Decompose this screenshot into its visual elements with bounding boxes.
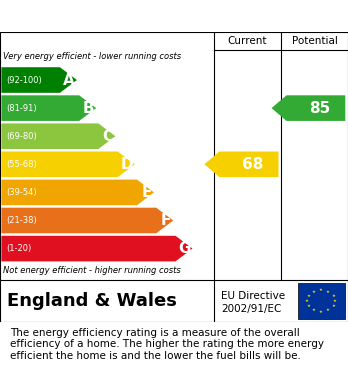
Text: Not energy efficient - higher running costs: Not energy efficient - higher running co… [3, 266, 181, 275]
Text: (1-20): (1-20) [6, 244, 32, 253]
Polygon shape [1, 208, 173, 233]
Text: The energy efficiency rating is a measure of the overall efficiency of a home. T: The energy efficiency rating is a measur… [10, 328, 324, 361]
Polygon shape [271, 95, 345, 121]
Text: E: E [142, 185, 152, 200]
Text: ★: ★ [312, 290, 316, 294]
Text: (92-100): (92-100) [6, 75, 42, 84]
Text: ★: ★ [331, 294, 335, 298]
Polygon shape [1, 179, 154, 205]
Text: England & Wales: England & Wales [7, 292, 177, 310]
Text: C: C [103, 129, 114, 144]
Text: ★: ★ [312, 308, 316, 312]
Polygon shape [1, 67, 77, 93]
Text: 2002/91/EC: 2002/91/EC [221, 305, 281, 314]
Text: ★: ★ [319, 310, 323, 314]
Text: A: A [63, 72, 75, 88]
Text: Current: Current [228, 36, 267, 46]
Polygon shape [1, 124, 116, 149]
Text: (21-38): (21-38) [6, 216, 37, 225]
Polygon shape [1, 95, 96, 121]
Text: (39-54): (39-54) [6, 188, 37, 197]
Text: Energy Efficiency Rating: Energy Efficiency Rating [10, 9, 232, 23]
Text: ★: ★ [307, 294, 311, 298]
Text: D: D [120, 157, 133, 172]
Text: (81-91): (81-91) [6, 104, 37, 113]
Polygon shape [1, 151, 135, 177]
Polygon shape [1, 236, 192, 262]
Text: B: B [83, 100, 94, 116]
Polygon shape [204, 151, 278, 177]
Bar [298, 283, 345, 319]
Text: ★: ★ [326, 290, 330, 294]
Text: (55-68): (55-68) [6, 160, 37, 169]
Text: ★: ★ [333, 299, 337, 303]
Text: ★: ★ [319, 289, 323, 292]
Text: (69-80): (69-80) [6, 132, 37, 141]
Text: ★: ★ [331, 304, 335, 308]
Text: ★: ★ [326, 308, 330, 312]
Text: G: G [178, 241, 191, 256]
Text: 68: 68 [242, 157, 263, 172]
Text: Very energy efficient - lower running costs: Very energy efficient - lower running co… [3, 52, 182, 61]
Text: 85: 85 [309, 100, 330, 116]
Text: F: F [161, 213, 172, 228]
Text: ★: ★ [305, 299, 309, 303]
Text: ★: ★ [307, 304, 311, 308]
Text: Potential: Potential [292, 36, 338, 46]
Text: EU Directive: EU Directive [221, 291, 285, 301]
